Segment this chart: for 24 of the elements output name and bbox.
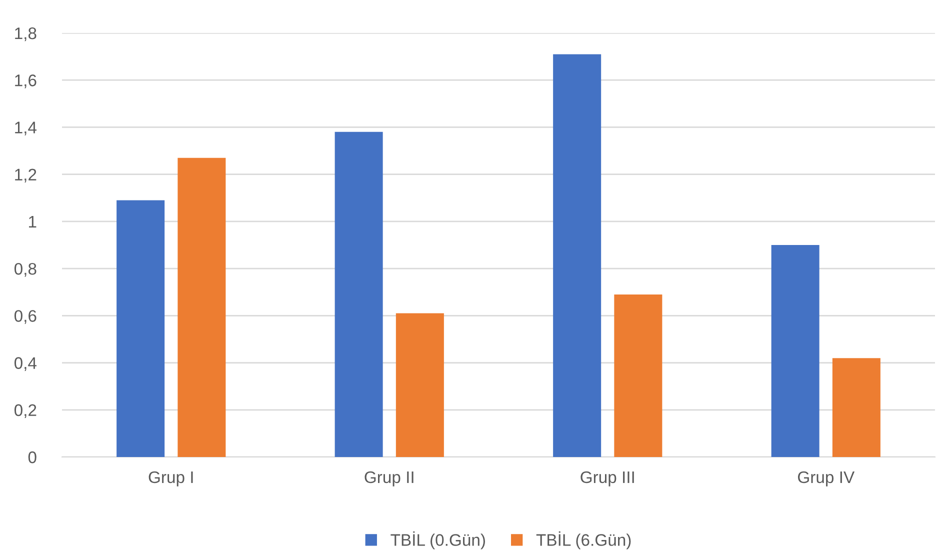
- y-tick-label: 1: [29, 216, 36, 228]
- bar: [771, 245, 820, 457]
- y-tick-label: 0: [28, 451, 36, 464]
- x-tick-label: Grup IV: [798, 471, 855, 486]
- y-tick-label: 0,6: [14, 310, 36, 324]
- y-tick-label: 0,4: [14, 357, 37, 371]
- y-tick-label: 0,2: [14, 404, 36, 418]
- bar: [116, 200, 165, 457]
- bar: [178, 158, 226, 457]
- legend-label: TBİL (0.Gün): [390, 531, 485, 550]
- bar: [614, 294, 662, 457]
- y-tick-label: 0,8: [14, 262, 36, 277]
- y-tick-label: 1,4: [15, 122, 37, 136]
- legend-label: TBİL (6.Gün): [536, 531, 631, 550]
- x-tick-label: Grup I: [148, 471, 193, 486]
- bar: [396, 313, 444, 457]
- y-tick-label: 1,6: [15, 74, 36, 88]
- bar: [553, 54, 602, 457]
- bar: [832, 358, 880, 457]
- bar: [334, 132, 383, 457]
- y-tick-label: 1,2: [15, 168, 36, 183]
- x-tick-label: Grup II: [364, 471, 414, 486]
- x-tick-label: Grup III: [580, 471, 634, 486]
- y-tick-label: 1,8: [15, 27, 36, 42]
